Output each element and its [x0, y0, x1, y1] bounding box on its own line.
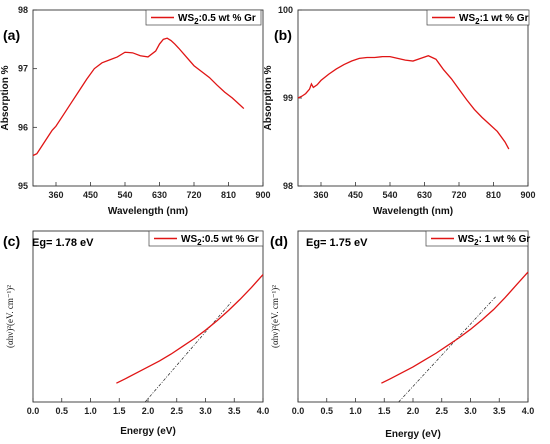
x-tick-label: 630 [417, 190, 432, 200]
panel-a: 360 450 540 630 720 810 900 95 96 97 98 Wavelength … [0, 5, 271, 217]
legend-label: WS2: 1 wt % Gr [458, 234, 530, 247]
x-tick-label: 2.0 [407, 406, 420, 416]
legend: WS2:0.5 wt % Gr [145, 9, 262, 26]
plot-frame [297, 230, 529, 403]
y-tick-label: 98 [283, 181, 293, 191]
bandgap-annotation: Eg= 1.75 eV [306, 237, 368, 249]
x-axis-label: Energy (eV) [385, 429, 441, 440]
panel-label: (c) [3, 233, 20, 249]
data-series-line [32, 37, 245, 157]
x-tick-label: 4.0 [257, 406, 270, 416]
plot-frame [32, 230, 264, 403]
tauc-fit-line [398, 295, 497, 403]
y-tick-label: 98 [18, 5, 28, 15]
plot-frame [297, 9, 529, 187]
x-tick-label: 720 [186, 190, 201, 200]
legend-label: WS2:0.5 wt % Gr [178, 13, 256, 26]
x-tick-label: 3.5 [493, 406, 506, 416]
plot-frame [32, 9, 264, 187]
x-axis-label: Wavelength (nm) [373, 206, 453, 217]
x-tick-label: 2.0 [142, 406, 155, 416]
legend-label: WS2:0.5 wt % Gr [181, 234, 259, 247]
panel-label: (d) [270, 233, 288, 249]
legend-box [148, 230, 264, 247]
bandgap-annotation: Eg= 1.78 eV [32, 237, 94, 249]
x-tick-label: 540 [382, 190, 397, 200]
x-tick-label: 720 [451, 190, 466, 200]
legend: WS2: 1 wt % Gr [425, 230, 530, 247]
x-tick-label: 2.5 [170, 406, 183, 416]
x-tick-label: 3.5 [228, 406, 241, 416]
data-series-line [116, 274, 264, 384]
x-tick-label: 2.5 [435, 406, 448, 416]
x-tick-label: 1.5 [378, 406, 391, 416]
legend: WS2:0.5 wt % Gr [148, 230, 264, 247]
x-tick-label: 810 [486, 190, 501, 200]
x-tick-label: 0.0 [292, 406, 305, 416]
legend: WS2:1 wt % Gr [426, 9, 530, 26]
data-series-line [381, 271, 529, 384]
legend-box [426, 9, 530, 26]
x-tick-label: 630 [152, 190, 167, 200]
x-tick-label: 1.5 [113, 406, 126, 416]
x-tick-label: 360 [313, 190, 328, 200]
x-tick-label: 0.5 [320, 406, 333, 416]
panel-b: 360 450 540 630 720 810 900 98 99 100 Wavelength (… [263, 5, 536, 217]
x-axis-label: Energy (eV) [120, 426, 176, 437]
legend-box [145, 9, 262, 26]
y-axis-label: (αhν)²(eV. cm⁻¹)² [5, 285, 15, 348]
panel-label: (b) [274, 27, 292, 43]
x-tick-label: 0.5 [55, 406, 68, 416]
x-tick-label: 810 [221, 190, 236, 200]
x-tick-label: 3.0 [464, 406, 477, 416]
x-axis-label: Wavelength (nm) [108, 206, 188, 217]
panel-d: 0.0 0.5 1.0 1.5 2.0 2.5 3.0 3.5 4.0 Energy (eV) (α… [270, 230, 535, 440]
y-tick-label: 96 [18, 122, 28, 132]
x-tick-label: 1.0 [349, 406, 362, 416]
y-axis-label: Absorption % [0, 65, 11, 130]
y-axis-label: (αhν)²(eV. cm⁻¹)² [270, 285, 280, 348]
legend-box [425, 230, 529, 247]
y-tick-label: 100 [278, 5, 293, 15]
y-tick-label: 95 [18, 181, 28, 191]
y-tick-label: 99 [283, 93, 293, 103]
x-tick-label: 1.0 [84, 406, 97, 416]
legend-label: WS2:1 wt % Gr [459, 13, 529, 26]
x-tick-label: 450 [348, 190, 363, 200]
x-tick-label: 900 [255, 190, 270, 200]
x-tick-label: 3.0 [199, 406, 212, 416]
tauc-fit-line [144, 301, 232, 403]
panel-c: 0.0 0.5 1.0 1.5 2.0 2.5 3.0 3.5 4.0 Energy (eV) (α… [3, 230, 270, 437]
x-tick-label: 900 [520, 190, 535, 200]
x-tick-label: 0.0 [27, 406, 40, 416]
y-axis-label: Absorption % [263, 65, 274, 130]
x-tick-label: 360 [48, 190, 63, 200]
panel-label: (a) [3, 27, 20, 43]
y-tick-label: 97 [18, 64, 28, 74]
data-series-line [297, 55, 510, 150]
x-tick-label: 450 [83, 190, 98, 200]
x-tick-label: 4.0 [522, 406, 535, 416]
x-tick-label: 540 [117, 190, 132, 200]
